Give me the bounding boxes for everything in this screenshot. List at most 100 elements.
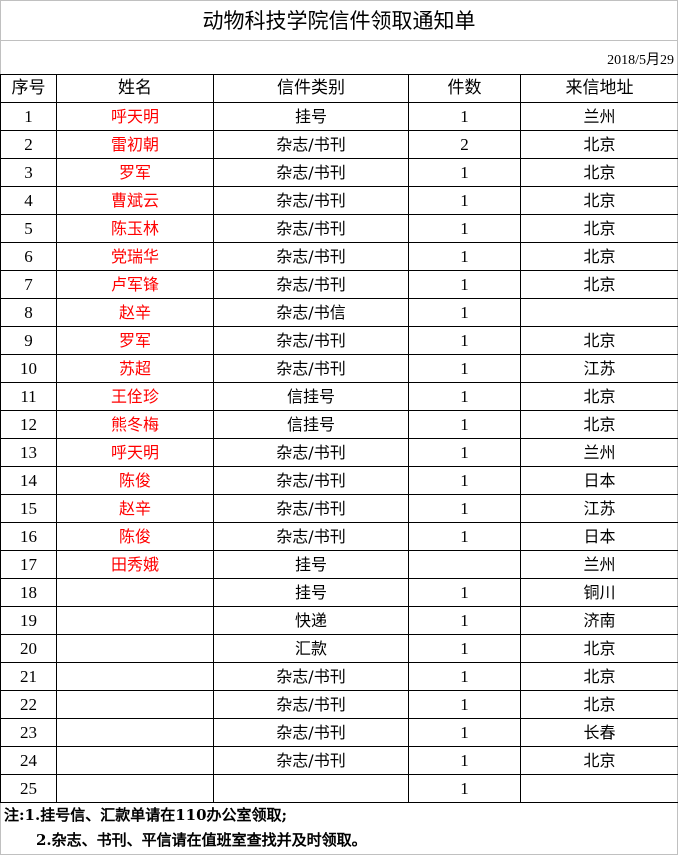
cell-index: 11 [0,382,57,411]
cell-origin: 北京 [520,662,678,691]
cell-index: 6 [0,242,57,271]
cell-origin: 北京 [520,326,678,355]
cell-origin: 北京 [520,186,678,215]
table-row: 5 陈玉林 杂志/书刊 1 北京 [0,214,678,243]
cell-name: 王佺珍 [56,382,214,411]
cell-origin: 济南 [520,606,678,635]
cell-category: 挂号 [213,550,409,579]
cell-origin: 江苏 [520,354,678,383]
cell-index: 17 [0,550,57,579]
note-1: 注:1.挂号信、汇款单请在110办公室领取; [4,806,288,824]
cell-origin [520,298,678,327]
cell-count: 1 [408,494,521,523]
cell-category: 杂志/书刊 [213,354,409,383]
cell-count: 1 [408,270,521,299]
cell-category: 杂志/书刊 [213,522,409,551]
cell-origin: 北京 [520,634,678,663]
table-row: 17 田秀娥 挂号 兰州 [0,550,678,579]
cell-index: 14 [0,466,57,495]
header-row: 序号 姓名 信件类别 件数 来信地址 [0,74,678,103]
table-row: 6 党瑞华 杂志/书刊 1 北京 [0,242,678,271]
cell-name: 雷初朝 [56,130,214,159]
table-row: 23 杂志/书刊 1 长春 [0,718,678,747]
table-row: 12 熊冬梅 信挂号 1 北京 [0,410,678,439]
cell-count: 1 [408,690,521,719]
cell-origin: 北京 [520,410,678,439]
cell-index: 7 [0,270,57,299]
cell-origin: 北京 [520,242,678,271]
table-row: 16 陈俊 杂志/书刊 1 日本 [0,522,678,551]
cell-index: 16 [0,522,57,551]
header-index: 序号 [0,74,57,103]
cell-index: 23 [0,718,57,747]
cell-category: 汇款 [213,634,409,663]
cell-index: 18 [0,578,57,607]
cell-count: 1 [408,466,521,495]
cell-index: 3 [0,158,57,187]
mail-table: 序号 姓名 信件类别 件数 来信地址 1 呼天明 挂号 1 兰州 2 雷初朝 杂志/书刊 2 北京… [0,74,678,803]
cell-count: 1 [408,382,521,411]
cell-origin: 北京 [520,690,678,719]
cell-count: 1 [408,746,521,775]
cell-origin: 北京 [520,270,678,299]
table-row: 3 罗军 杂志/书刊 1 北京 [0,158,678,187]
cell-index: 22 [0,690,57,719]
cell-count: 1 [408,774,521,803]
table-row: 14 陈俊 杂志/书刊 1 日本 [0,466,678,495]
cell-origin: 兰州 [520,550,678,579]
cell-count: 1 [408,354,521,383]
table-row: 11 王佺珍 信挂号 1 北京 [0,382,678,411]
cell-count [408,550,521,579]
table-row: 25 1 [0,774,678,803]
cell-name: 赵辛 [56,298,214,327]
cell-name: 罗军 [56,326,214,355]
table-row: 4 曹斌云 杂志/书刊 1 北京 [0,186,678,215]
cell-origin: 铜川 [520,578,678,607]
cell-origin: 兰州 [520,438,678,467]
cell-index: 5 [0,214,57,243]
header-origin: 来信地址 [520,74,678,103]
cell-count: 1 [408,242,521,271]
cell-index: 4 [0,186,57,215]
cell-name: 罗军 [56,158,214,187]
cell-category: 杂志/书刊 [213,466,409,495]
cell-name: 熊冬梅 [56,410,214,439]
cell-origin: 北京 [520,130,678,159]
table-row: 9 罗军 杂志/书刊 1 北京 [0,326,678,355]
cell-index: 12 [0,410,57,439]
cell-origin: 兰州 [520,102,678,131]
cell-count: 1 [408,214,521,243]
cell-index: 19 [0,606,57,635]
cell-category: 杂志/书刊 [213,270,409,299]
cell-origin: 北京 [520,746,678,775]
cell-origin: 江苏 [520,494,678,523]
cell-count: 1 [408,634,521,663]
cell-name: 苏超 [56,354,214,383]
cell-count: 1 [408,158,521,187]
cell-name [56,690,214,719]
cell-index: 9 [0,326,57,355]
table-row: 15 赵辛 杂志/书刊 1 江苏 [0,494,678,523]
cell-origin [520,774,678,803]
cell-name: 陈玉林 [56,214,214,243]
cell-origin: 长春 [520,718,678,747]
cell-category: 快递 [213,606,409,635]
cell-category: 杂志/书刊 [213,158,409,187]
cell-count: 1 [408,578,521,607]
cell-index: 25 [0,774,57,803]
cell-index: 2 [0,130,57,159]
cell-category: 杂志/书刊 [213,746,409,775]
cell-name: 卢军锋 [56,270,214,299]
header-name: 姓名 [56,74,214,103]
cell-name: 陈俊 [56,466,214,495]
cell-origin: 北京 [520,214,678,243]
table-row: 21 杂志/书刊 1 北京 [0,662,678,691]
cell-name [56,746,214,775]
cell-origin: 日本 [520,466,678,495]
cell-name: 呼天明 [56,102,214,131]
date-label: 2018/5月29 [607,53,674,68]
cell-category: 杂志/书刊 [213,130,409,159]
cell-count: 1 [408,410,521,439]
cell-count: 2 [408,130,521,159]
cell-category: 杂志/书刊 [213,718,409,747]
